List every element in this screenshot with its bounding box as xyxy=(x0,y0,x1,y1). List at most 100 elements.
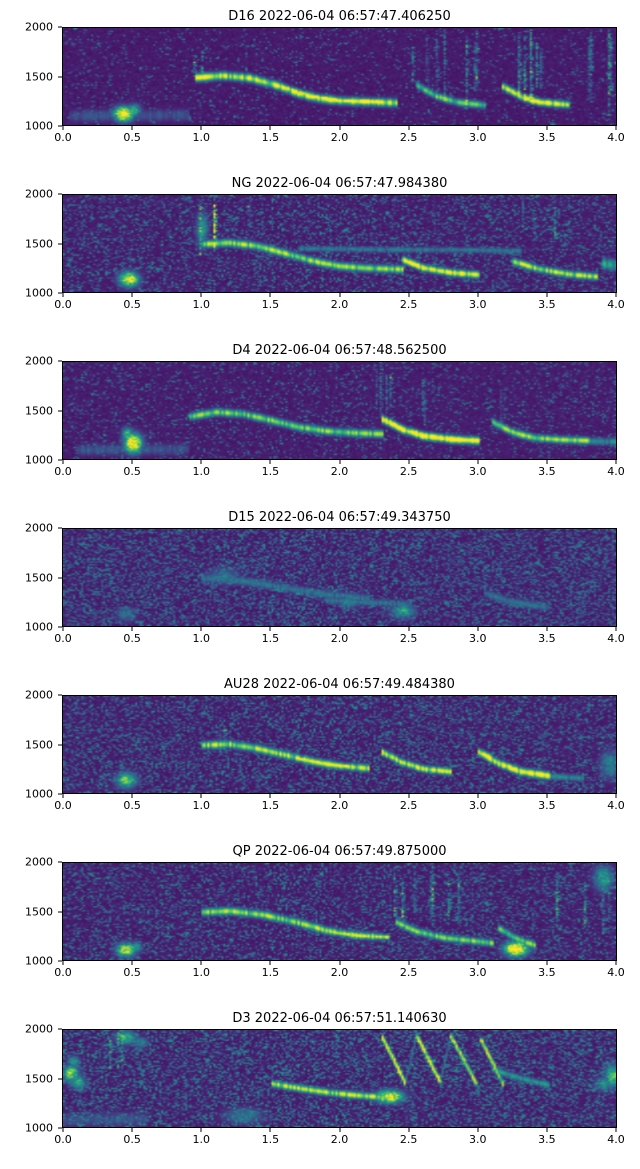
x-axis: 0.0 0.5 1.0 1.5 2.0 2.5 3.0 3.5 4.0 xyxy=(54,627,625,649)
x-tick-mark xyxy=(477,293,479,297)
x-tick-mark xyxy=(200,460,202,464)
y-tick-label: 1000 xyxy=(25,620,53,634)
x-tick-label: 2.5 xyxy=(399,799,418,812)
y-tick-mark xyxy=(58,26,62,28)
x-axis: 0.0 0.5 1.0 1.5 2.0 2.5 3.0 3.5 4.0 xyxy=(54,293,625,315)
y-tick-mark xyxy=(58,410,62,411)
y-tick-label: 1000 xyxy=(25,787,53,801)
x-tick-label: 0.5 xyxy=(123,465,141,478)
y-axis: 2000 1500 1000 xyxy=(0,356,62,466)
spectrogram-canvas xyxy=(63,696,616,793)
y-axis: 2000 1500 1000 xyxy=(0,690,62,800)
x-tick-mark xyxy=(200,794,202,798)
y-tick-label: 1000 xyxy=(25,1121,53,1135)
x-tick-label: 3.0 xyxy=(469,632,487,645)
x-tick-label: 0.5 xyxy=(123,966,141,979)
x-tick-mark xyxy=(408,460,410,464)
x-axis: 0.0 0.5 1.0 1.5 2.0 2.5 3.0 3.5 4.0 xyxy=(54,1128,625,1150)
panel-title: D15 2022-06-04 06:57:49.343750 xyxy=(228,510,451,525)
x-tick-label: 4.0 xyxy=(607,966,625,979)
y-tick-mark xyxy=(58,125,62,127)
x-tick-mark xyxy=(477,1128,479,1132)
x-tick-mark xyxy=(269,794,271,798)
x-tick-mark xyxy=(477,627,479,631)
x-tick-mark xyxy=(477,126,479,130)
x-tick-label: 4.0 xyxy=(607,131,625,144)
y-tick-mark xyxy=(58,793,62,795)
y-tick-label: 1500 xyxy=(25,571,53,584)
x-tick-mark xyxy=(62,126,64,130)
spectrogram-canvas xyxy=(63,863,616,960)
y-tick-mark xyxy=(58,527,62,529)
panel-title: AU28 2022-06-04 06:57:49.484380 xyxy=(224,677,455,692)
spectrogram-panel-d4: D4 2022-06-04 06:57:48.562500 2000 1500 10… xyxy=(0,341,640,501)
y-tick-mark xyxy=(58,694,62,696)
x-tick-label: 0.5 xyxy=(123,298,141,311)
y-axis: 2000 1500 1000 xyxy=(0,1024,62,1134)
x-tick-mark xyxy=(408,961,410,965)
x-tick-label: 3.0 xyxy=(469,298,487,311)
panel-title: NG 2022-06-04 06:57:47.984380 xyxy=(231,176,448,191)
plot-row: 2000 1500 1000 xyxy=(0,523,640,633)
x-tick-label: 0.0 xyxy=(54,632,72,645)
y-tick-mark xyxy=(58,960,62,962)
x-tick-mark xyxy=(546,293,548,297)
x-tick-mark xyxy=(546,1128,548,1132)
x-tick-mark xyxy=(200,1128,202,1132)
panel-title: QP 2022-06-04 06:57:49.875000 xyxy=(232,844,447,859)
x-tick-mark xyxy=(62,293,64,297)
spectrogram-panel-qp: QP 2022-06-04 06:57:49.875000 2000 1500 10… xyxy=(0,842,640,1002)
x-tick-label: 0.0 xyxy=(54,131,72,144)
x-tick-mark xyxy=(546,627,548,631)
y-tick-mark xyxy=(58,861,62,863)
x-tick-label: 0.5 xyxy=(123,131,141,144)
x-tick-label: 3.5 xyxy=(538,1133,556,1146)
x-tick-mark xyxy=(408,1128,410,1132)
x-tick-mark xyxy=(200,293,202,297)
x-tick-label: 1.0 xyxy=(192,799,211,812)
plot-row: 2000 1500 1000 xyxy=(0,1024,640,1134)
x-tick-mark xyxy=(269,1128,271,1132)
y-tick-mark xyxy=(58,243,62,244)
spectrogram-figure: D16 2022-06-04 06:57:47.406250 2000 1500 1… xyxy=(0,7,640,1145)
x-tick-mark xyxy=(546,126,548,130)
x-tick-label: 0.5 xyxy=(123,1133,141,1146)
x-tick-label: 3.5 xyxy=(538,966,556,979)
y-tick-label: 2000 xyxy=(25,855,53,869)
x-tick-label: 4.0 xyxy=(607,1133,625,1146)
x-tick-mark xyxy=(62,460,64,464)
x-tick-label: 2.0 xyxy=(330,131,349,144)
x-tick-mark xyxy=(269,460,271,464)
x-tick-label: 1.5 xyxy=(261,966,280,979)
x-tick-label: 3.0 xyxy=(469,131,487,144)
x-tick-label: 4.0 xyxy=(607,632,625,645)
x-tick-label: 3.5 xyxy=(538,465,556,478)
x-tick-label: 3.5 xyxy=(538,298,556,311)
y-tick-label: 2000 xyxy=(25,354,53,368)
x-tick-mark xyxy=(615,293,617,297)
y-axis: 2000 1500 1000 xyxy=(0,857,62,967)
x-tick-mark xyxy=(62,794,64,798)
x-tick-label: 2.5 xyxy=(399,966,418,979)
x-tick-label: 4.0 xyxy=(607,465,625,478)
x-tick-label: 3.5 xyxy=(538,131,556,144)
x-tick-label: 0.5 xyxy=(123,799,141,812)
plot-row: 2000 1500 1000 xyxy=(0,189,640,299)
x-tick-label: 2.0 xyxy=(330,298,349,311)
y-tick-label: 1500 xyxy=(25,738,53,751)
panel-title: D4 2022-06-04 06:57:48.562500 xyxy=(232,343,447,358)
spectrogram-canvas xyxy=(63,28,616,125)
x-axis: 0.0 0.5 1.0 1.5 2.0 2.5 3.0 3.5 4.0 xyxy=(54,460,625,482)
x-tick-label: 2.0 xyxy=(330,1133,349,1146)
x-tick-label: 1.5 xyxy=(261,131,280,144)
x-tick-label: 3.5 xyxy=(538,632,556,645)
x-tick-mark xyxy=(339,627,340,631)
plot-area xyxy=(62,528,617,627)
x-tick-label: 0.0 xyxy=(54,1133,72,1146)
x-tick-label: 0.0 xyxy=(54,799,72,812)
x-tick-mark xyxy=(62,627,64,631)
y-tick-mark xyxy=(58,1028,62,1030)
x-tick-label: 1.5 xyxy=(261,799,280,812)
x-tick-label: 2.5 xyxy=(399,1133,418,1146)
spectrogram-panel-d3: D3 2022-06-04 06:57:51.140630 2000 1500 10… xyxy=(0,1009,640,1169)
